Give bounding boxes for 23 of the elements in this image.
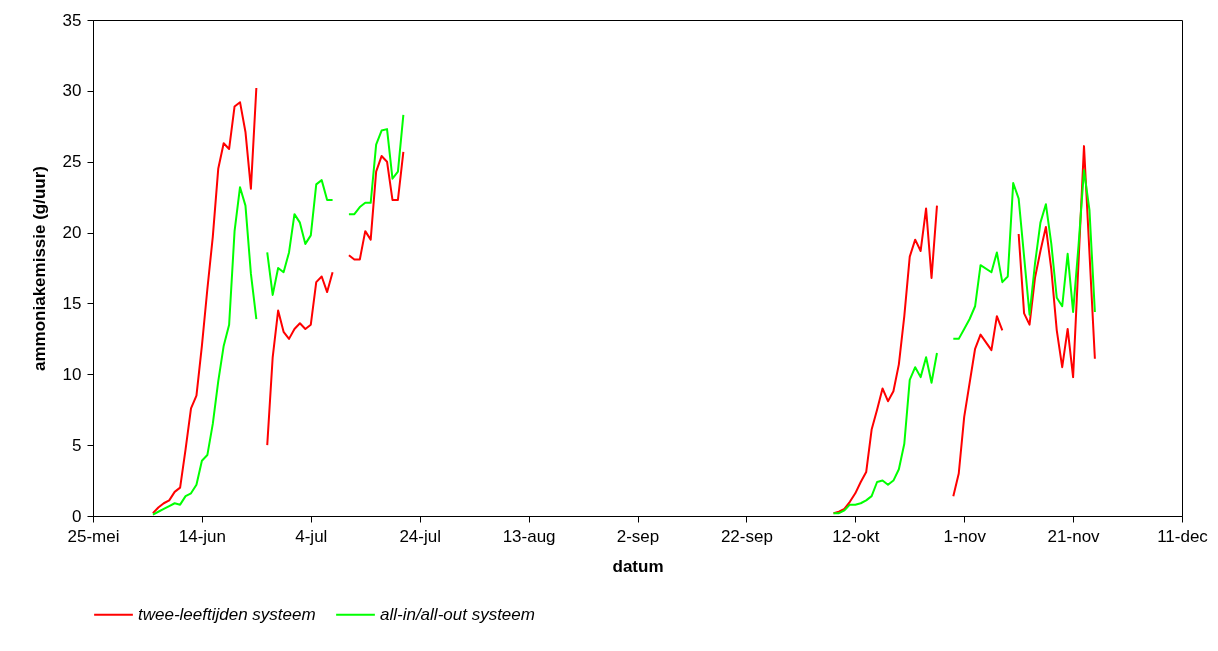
y-tick-label: 30: [62, 81, 82, 101]
y-tick-label: 35: [62, 10, 82, 30]
x-tick-label: 12-okt: [832, 526, 880, 546]
x-tick-label: 21-nov: [1047, 526, 1101, 546]
y-tick-label: 20: [62, 223, 82, 243]
x-tick-label: 1-nov: [943, 526, 987, 546]
x-tick-label: 22-sep: [720, 526, 773, 546]
x-tick-label: 14-jun: [178, 526, 227, 546]
x-tick-label: 25-mei: [67, 526, 120, 546]
y-tick-label: 10: [62, 364, 82, 384]
legend-label: all-in/all-out systeem: [380, 604, 535, 624]
y-tick-label: 0: [72, 506, 82, 526]
y-tick-label: 25: [62, 152, 82, 172]
x-tick-label: 24-jul: [399, 526, 441, 546]
x-tick-label: 4-jul: [295, 526, 328, 546]
x-axis-title: datum: [612, 556, 664, 576]
y-tick-label: 5: [72, 435, 82, 455]
y-axis-title: ammoniakemissie (g/uur): [29, 165, 49, 372]
x-tick-label: 11-dec: [1157, 526, 1209, 546]
x-tick-label: 2-sep: [616, 526, 660, 546]
x-tick-label: 13-aug: [502, 526, 556, 546]
legend-label: twee-leeftijden systeem: [138, 604, 316, 624]
y-tick-label: 15: [62, 293, 82, 313]
